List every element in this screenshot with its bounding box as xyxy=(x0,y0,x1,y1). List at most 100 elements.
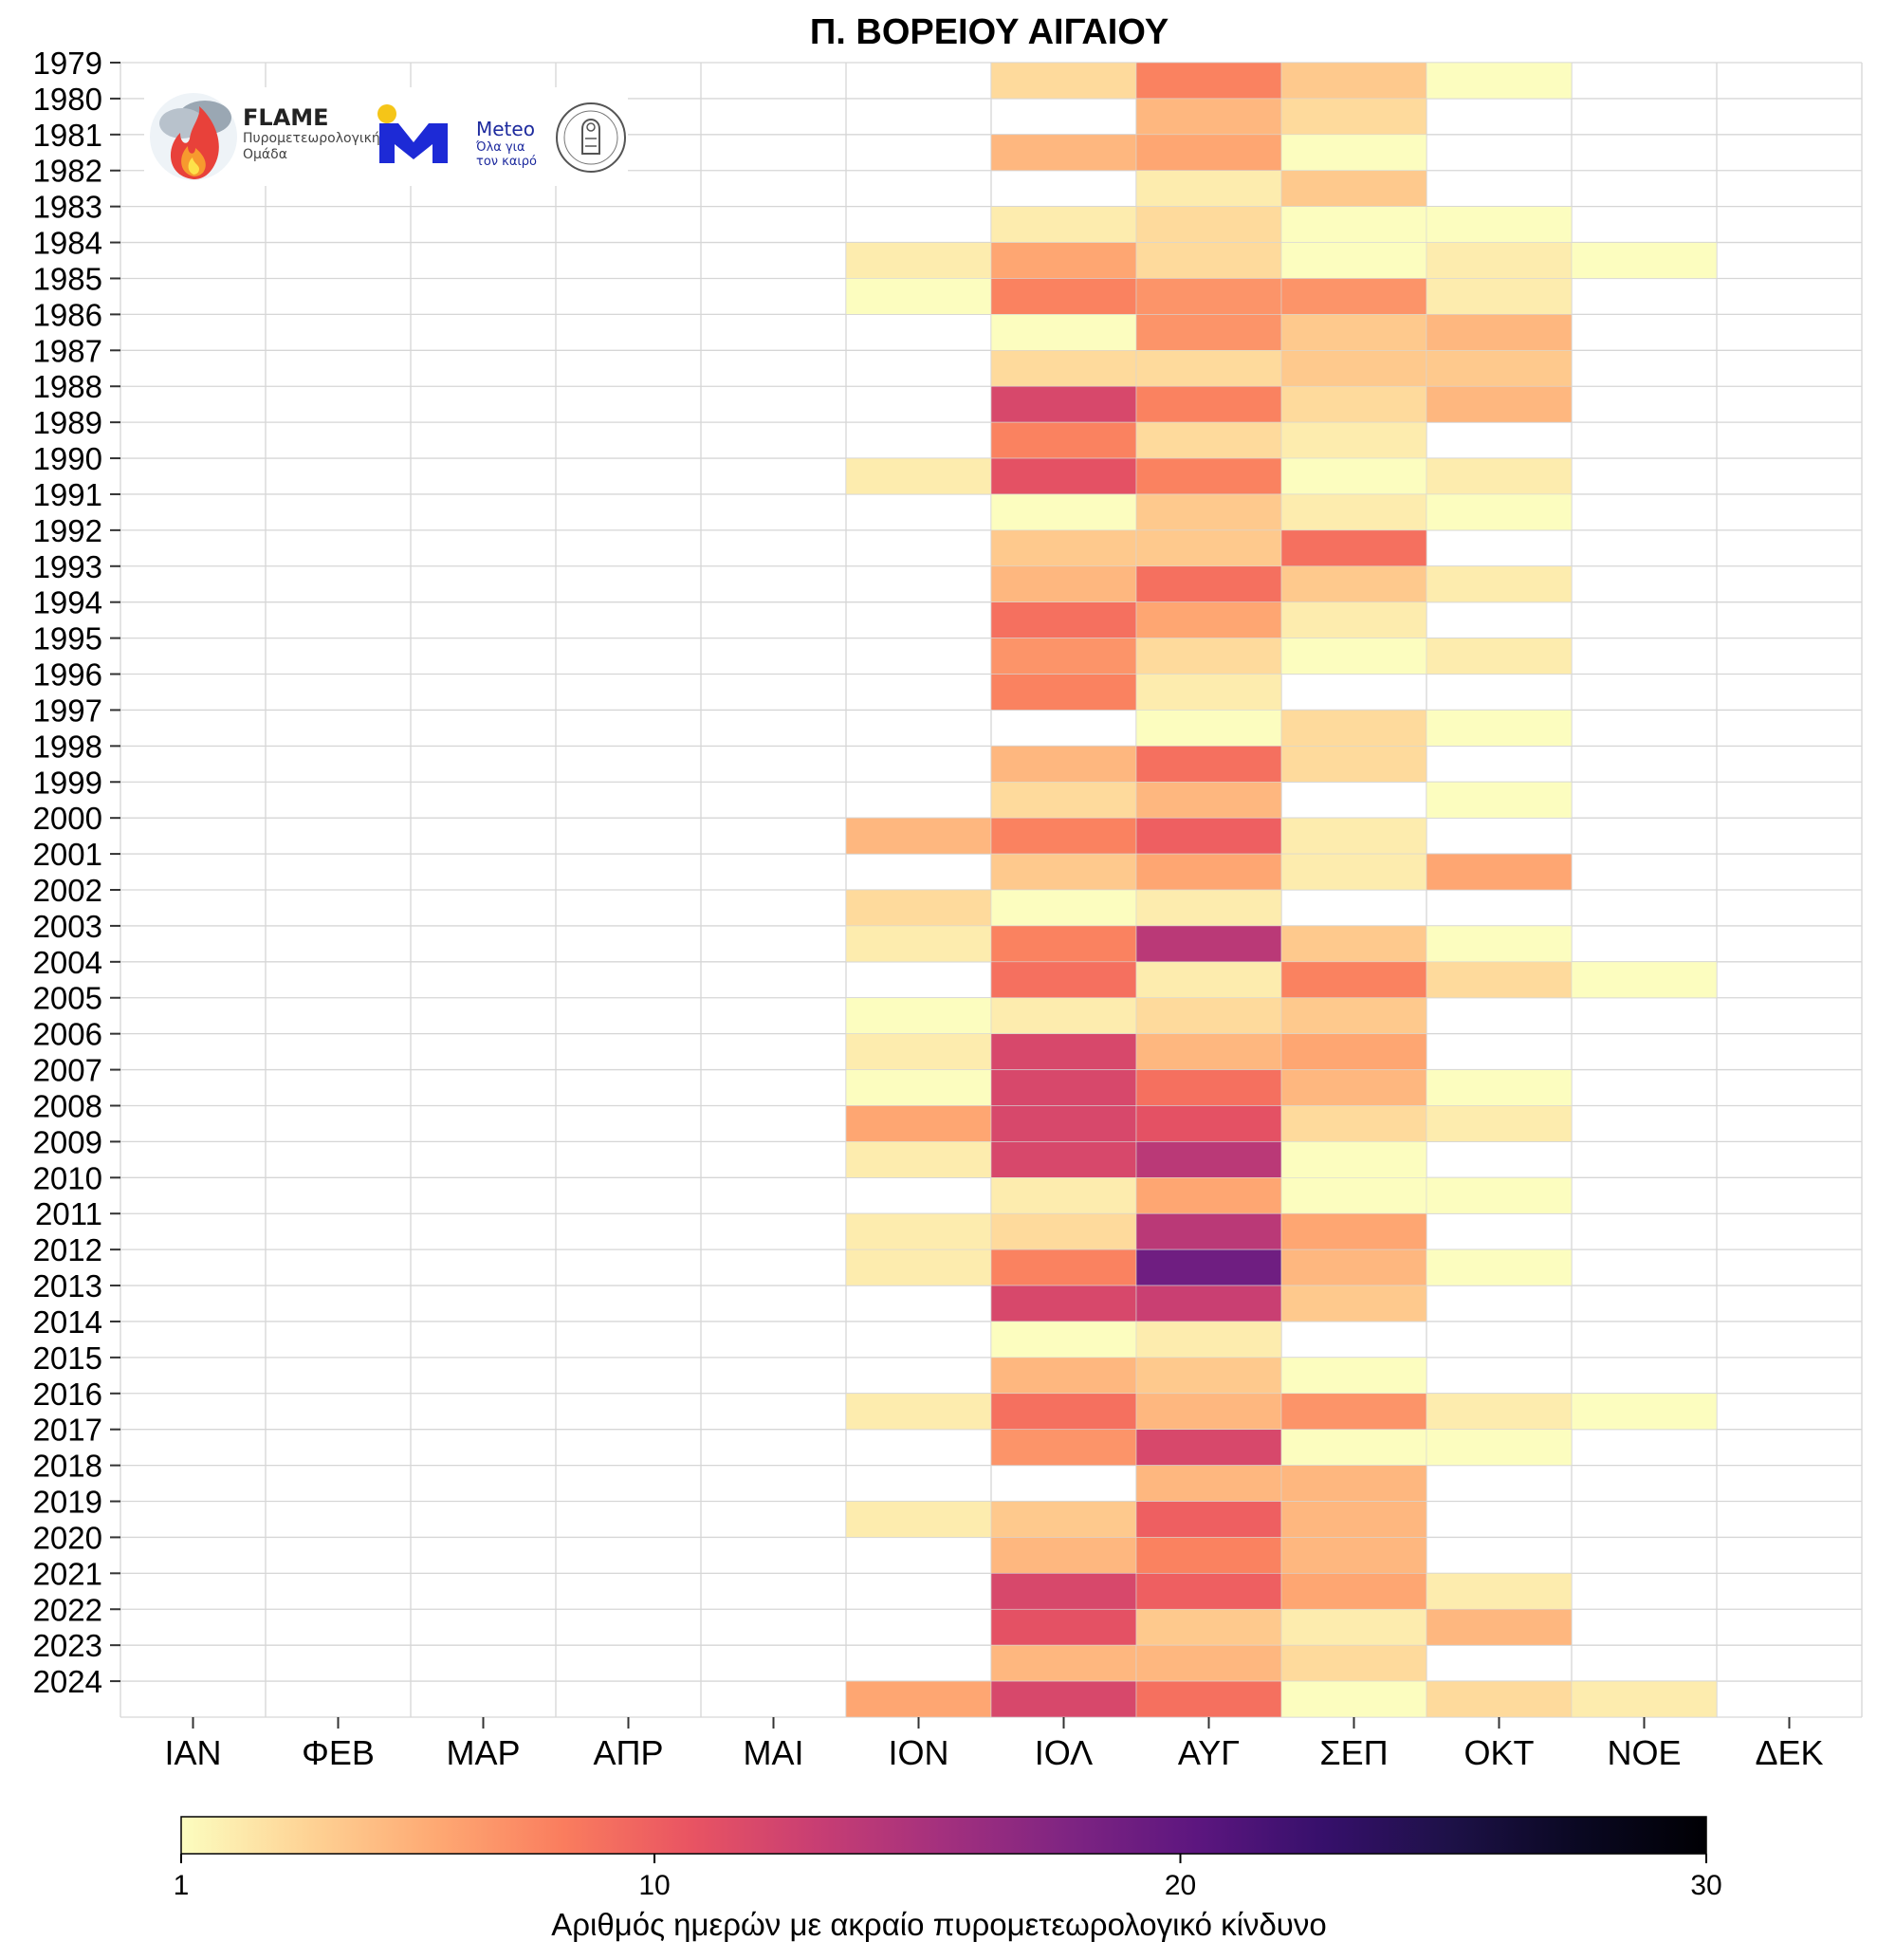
heatmap-cell xyxy=(1135,529,1282,567)
x-tick-label: ΦΕΒ xyxy=(302,1733,375,1772)
y-tick-label: 2022 xyxy=(33,1592,102,1627)
heatmap-cell xyxy=(990,1069,1137,1106)
y-tick-label: 2015 xyxy=(33,1341,102,1376)
meteo-logo-icon xyxy=(377,104,448,163)
heatmap-cell xyxy=(1135,638,1282,675)
heatmap-cell xyxy=(990,385,1137,423)
heatmap-cell xyxy=(1135,170,1282,207)
y-tick-label: 2009 xyxy=(33,1124,102,1159)
heatmap-cell xyxy=(845,1033,992,1070)
heatmap-cell xyxy=(845,1393,992,1430)
y-tick-label: 2012 xyxy=(33,1232,102,1267)
heatmap-cell xyxy=(1135,1465,1282,1502)
heatmap-cell xyxy=(1571,1680,1718,1718)
heatmap-cell xyxy=(1280,1212,1427,1250)
heatmap-cell xyxy=(845,1248,992,1286)
heatmap-cell xyxy=(1571,961,1718,999)
y-tick-label: 1981 xyxy=(33,118,102,153)
heatmap-cell xyxy=(1135,457,1282,495)
colorbar-tick-label: 30 xyxy=(1690,1870,1721,1901)
y-tick-label: 2003 xyxy=(33,909,102,944)
x-tick-label: ΟΚΤ xyxy=(1463,1733,1534,1772)
x-tick-label: ΣΕΠ xyxy=(1319,1733,1388,1772)
heatmap-cell xyxy=(1135,1248,1282,1286)
heatmap-cell xyxy=(1135,134,1282,172)
y-tick-label: 2020 xyxy=(33,1520,102,1555)
heatmap-cell xyxy=(990,817,1137,855)
y-tick-label: 1985 xyxy=(33,261,102,296)
heatmap-cell xyxy=(1135,278,1282,315)
y-tick-label: 1995 xyxy=(33,621,102,656)
heatmap-cell xyxy=(845,278,992,315)
heatmap-cell xyxy=(1135,1501,1282,1538)
y-tick-label: 2013 xyxy=(33,1268,102,1304)
heatmap-cell xyxy=(1135,853,1282,891)
heatmap-cell xyxy=(990,781,1137,819)
heatmap-cell xyxy=(990,638,1137,675)
heatmap-cell xyxy=(1280,710,1427,747)
heatmap-cell xyxy=(990,421,1137,459)
heatmap-cell xyxy=(1280,997,1427,1034)
heatmap-cell xyxy=(1135,1393,1282,1430)
y-tick-label: 2014 xyxy=(33,1304,102,1340)
heatmap-cell xyxy=(990,997,1137,1034)
heatmap-cell xyxy=(845,242,992,279)
y-tick-label: 1993 xyxy=(33,549,102,584)
heatmap-cell xyxy=(1426,62,1573,100)
heatmap-cell xyxy=(990,1680,1137,1718)
heatmap-cell xyxy=(990,1644,1137,1682)
y-axis: 1979198019811982198319841985198619871988… xyxy=(33,46,120,1699)
colorbar-label: Αριθμός ημερών με ακραίο πυρομετεωρολογι… xyxy=(551,1907,1326,1942)
heatmap-cell xyxy=(990,853,1137,891)
heatmap-cell xyxy=(990,746,1137,783)
heatmap-cell xyxy=(1426,242,1573,279)
heatmap-cell xyxy=(845,997,992,1034)
heatmap-cell xyxy=(1280,961,1427,999)
heatmap-cell xyxy=(1135,1573,1282,1610)
heatmap-cell xyxy=(845,1105,992,1142)
heatmap-cell xyxy=(1135,385,1282,423)
y-tick-label: 2018 xyxy=(33,1449,102,1484)
heatmap-cell xyxy=(1280,350,1427,387)
observatory-seal-icon xyxy=(556,102,626,173)
heatmap-cell xyxy=(1280,1105,1427,1142)
heatmap-cell xyxy=(1280,278,1427,315)
heatmap-cell xyxy=(990,565,1137,602)
heatmap-cell xyxy=(1280,1429,1427,1466)
y-tick-label: 2021 xyxy=(33,1556,102,1591)
heatmap-cell xyxy=(1280,1141,1427,1178)
heatmap-cell xyxy=(990,242,1137,279)
y-tick-label: 2007 xyxy=(33,1053,102,1088)
heatmap-cell xyxy=(845,1141,992,1178)
heatmap-cell xyxy=(990,1357,1137,1395)
heatmap-cell xyxy=(990,1285,1137,1322)
y-tick-label: 1984 xyxy=(33,226,102,261)
heatmap-cell xyxy=(1135,961,1282,999)
y-tick-label: 2016 xyxy=(33,1377,102,1412)
heatmap-cell xyxy=(1135,601,1282,638)
heatmap-cell xyxy=(1426,781,1573,819)
colorbar-gradient xyxy=(180,1816,1707,1855)
y-tick-label: 1980 xyxy=(33,82,102,117)
heatmap-cell xyxy=(1280,925,1427,963)
y-tick-label: 1999 xyxy=(33,765,102,800)
y-tick-label: 2017 xyxy=(33,1413,102,1448)
y-tick-label: 1983 xyxy=(33,190,102,225)
heatmap-cell xyxy=(1426,1248,1573,1286)
heatmap-cell xyxy=(990,674,1137,711)
heatmap-cell xyxy=(1135,1357,1282,1395)
x-tick-label: ΙΟΝ xyxy=(888,1733,948,1772)
heatmap-cell xyxy=(1135,1608,1282,1646)
heatmap-cell xyxy=(990,1033,1137,1070)
heatmap-cell xyxy=(1426,638,1573,675)
heatmap-cell xyxy=(1280,638,1427,675)
heatmap-cell xyxy=(1135,817,1282,855)
heatmap-cell xyxy=(1280,1573,1427,1610)
heatmap-cell xyxy=(990,529,1137,567)
heatmap-cell xyxy=(1426,710,1573,747)
heatmap-cell xyxy=(990,206,1137,243)
heatmap-cell xyxy=(990,278,1137,315)
colorbar-tick-label: 10 xyxy=(638,1870,670,1901)
y-tick-label: 1990 xyxy=(33,441,102,476)
heatmap-cell xyxy=(990,1537,1137,1574)
